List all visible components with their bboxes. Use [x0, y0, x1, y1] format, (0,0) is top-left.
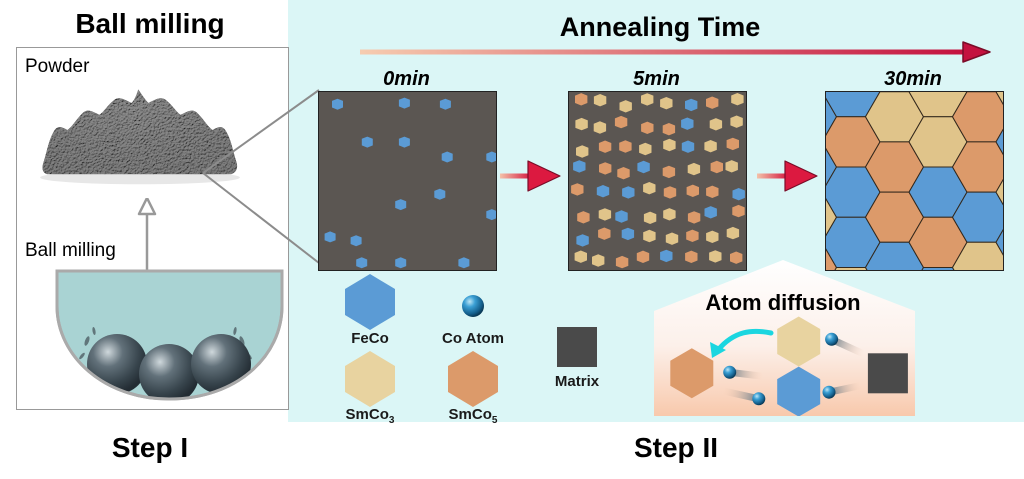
svg-text:Atom diffusion: Atom diffusion — [705, 290, 860, 315]
